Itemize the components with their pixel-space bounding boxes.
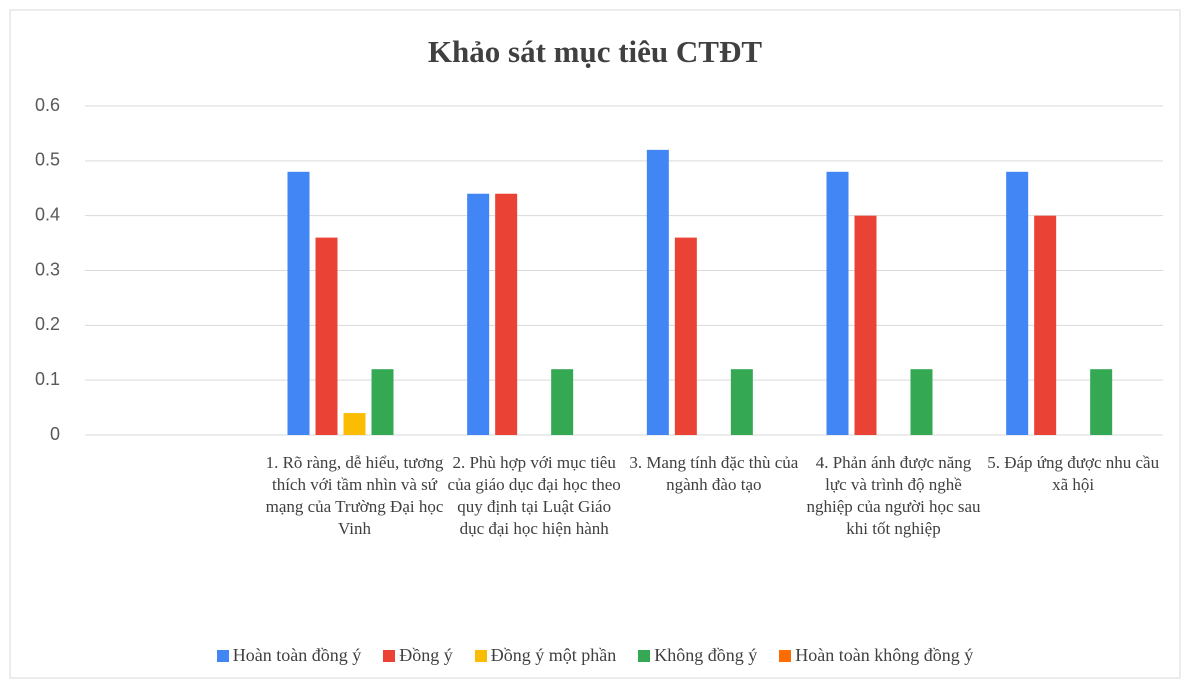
bar: [730, 369, 753, 435]
legend-item: Đồng ý một phần: [474, 645, 617, 666]
bar: [854, 215, 877, 435]
legend-swatch: [474, 649, 487, 662]
bar: [495, 193, 518, 435]
bar: [467, 193, 490, 435]
bar: [315, 237, 338, 435]
bar: [343, 413, 366, 435]
y-tick-label: 0.1: [35, 369, 60, 389]
legend: Hoàn toàn đồng ý Đồng ý Đồng ý một phần Khô…: [0, 645, 1190, 666]
legend-item: Hoàn toàn không đồng ý: [779, 645, 973, 666]
chart-title: Khảo sát mục tiêu CTĐT: [428, 34, 762, 69]
legend-swatch: [779, 649, 792, 662]
y-tick-label: 0.6: [35, 95, 60, 115]
y-tick-label: 0: [50, 424, 60, 444]
bar: [646, 149, 669, 435]
bar: [1090, 369, 1113, 435]
legend-swatch: [638, 649, 651, 662]
legend-item: Đồng ý: [383, 645, 453, 666]
x-tick-label: 4. Phản ánh được năng lực và trình độ ng…: [806, 453, 981, 538]
x-tick-label: 2. Phù hợp với mục tiêu của giáo dục đại…: [447, 453, 621, 538]
x-tick-label: 5. Đáp ứng được nhu cầu xã hội: [987, 453, 1160, 494]
bar: [287, 171, 310, 436]
bar: [551, 369, 574, 435]
legend-item: Hoàn toàn đồng ý: [216, 645, 362, 666]
legend-item: Không đồng ý: [638, 645, 757, 666]
legend-label: Đồng ý: [399, 645, 453, 665]
legend-swatch: [383, 649, 396, 662]
legend-label: Hoàn toàn đồng ý: [232, 645, 362, 665]
legend-label: Hoàn toàn không đồng ý: [795, 645, 974, 665]
bar: [1034, 215, 1057, 435]
y-tick-label: 0.2: [35, 314, 60, 334]
legend-label: Không đồng ý: [654, 645, 758, 665]
y-tick-label: 0.5: [35, 150, 60, 170]
x-tick-label: 3. Mang tính đặc thù của ngành đào tạo: [629, 453, 799, 494]
bar: [1006, 171, 1029, 436]
legend-swatch: [216, 649, 229, 662]
bar: [910, 369, 933, 435]
legend-label: Đồng ý một phần: [490, 645, 617, 665]
x-tick-label: 1. Rõ ràng, dễ hiểu, tương thích với tầm…: [265, 453, 444, 538]
y-tick-label: 0.4: [35, 204, 60, 224]
bar: [371, 369, 394, 435]
bar: [674, 237, 697, 435]
bar: [826, 171, 849, 436]
chart-border: [9, 9, 1181, 679]
y-tick-label: 0.3: [35, 259, 60, 279]
